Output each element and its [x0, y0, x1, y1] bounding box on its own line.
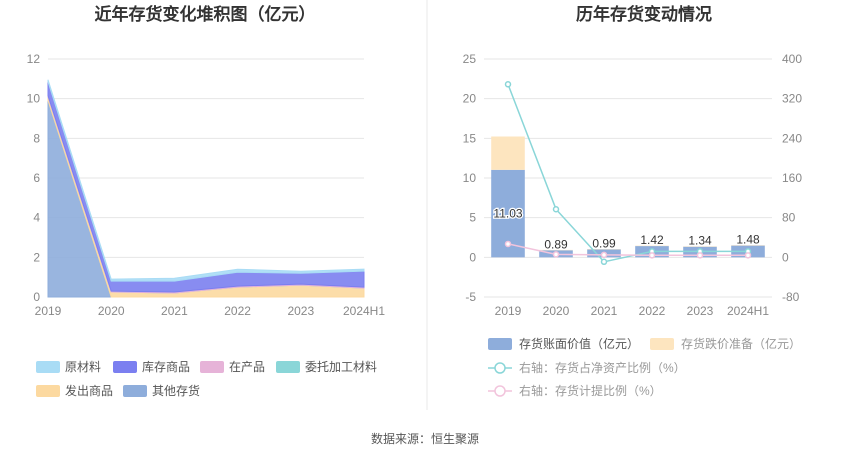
legend-swatch-发出商品 [36, 385, 60, 397]
left-y-tick-label: 8 [33, 131, 40, 145]
bar-value-label: 1.34 [688, 234, 712, 248]
legend-label-在产品: 在产品 [229, 360, 265, 374]
legend-label-其他存货: 其他存货 [152, 383, 200, 398]
right-x-tick-label: 2020 [543, 304, 570, 318]
bar-value-label: 1.42 [640, 233, 664, 247]
left-x-tick-label: 2021 [161, 304, 188, 318]
right-y2-tick-label: 400 [782, 52, 802, 66]
right-y2-tick-label: -80 [782, 290, 800, 304]
right-y-tick-label: -5 [465, 290, 476, 304]
bar-value-label: 0.89 [544, 237, 568, 251]
point-右轴：存货计提比例（%） [506, 241, 511, 246]
legend-swatch-原材料 [36, 361, 60, 373]
left-x-tick-label: 2019 [35, 304, 62, 318]
point-右轴：存货计提比例（%） [650, 253, 655, 258]
legend-swatch-其他存货 [123, 385, 147, 397]
point-右轴：存货计提比例（%） [698, 253, 703, 258]
right-x-tick-label: 2019 [495, 304, 522, 318]
left-y-tick-label: 12 [27, 52, 41, 66]
legend-swatch-在产品 [200, 361, 224, 373]
line-右轴：存货占净资产比例（%） [508, 84, 748, 261]
legend-swatch-库存商品 [113, 361, 137, 373]
right-y-tick-label: 25 [463, 52, 477, 66]
left-y-tick-label: 2 [33, 250, 40, 264]
right-y-tick-label: 15 [463, 131, 477, 145]
right-y-tick-label: 0 [469, 250, 476, 264]
legend-swatch-存货跌价准备（亿元） [650, 338, 674, 350]
right-y2-tick-label: 160 [782, 171, 802, 185]
legend-label-右轴：存货占净资产比例（%）: 右轴：存货占净资产比例（%） [519, 360, 686, 375]
left-y-tick-label: 4 [33, 211, 40, 225]
right-x-tick-label: 2022 [639, 304, 666, 318]
bar-value-label: 1.48 [736, 233, 760, 247]
legend-marker-右轴：存货占净资产比例（%） [495, 363, 505, 373]
point-右轴：存货占净资产比例（%） [554, 207, 559, 212]
left-y-tick-label: 10 [27, 92, 41, 106]
point-右轴：存货占净资产比例（%） [506, 82, 511, 87]
right-y-tick-label: 10 [463, 171, 477, 185]
legend-swatch-存货账面价值（亿元） [488, 338, 512, 350]
legend-label-委托加工材料: 委托加工材料 [305, 360, 377, 374]
area-series-其他存货 [48, 101, 364, 297]
right-chart-title: 历年存货变动情况 [576, 4, 712, 24]
legend-label-存货跌价准备（亿元）: 存货跌价准备（亿元） [681, 336, 801, 351]
point-右轴：存货占净资产比例（%） [602, 259, 607, 264]
legend-label-发出商品: 发出商品 [65, 383, 113, 398]
point-右轴：存货计提比例（%） [602, 252, 607, 257]
source-note: 数据来源：恒生聚源 [371, 431, 479, 446]
legend-label-库存商品: 库存商品 [142, 359, 190, 374]
legend-swatch-委托加工材料 [276, 361, 300, 373]
right-x-tick-label: 2021 [591, 304, 618, 318]
left-x-tick-label: 2022 [224, 304, 251, 318]
right-y-tick-label: 20 [463, 92, 477, 106]
right-x-tick-label: 2023 [687, 304, 714, 318]
left-chart: 0 2 4 6 8 10 12 2019 2020 2021 2022 2023 2024H1 [27, 52, 386, 318]
right-y2-tick-label: 80 [782, 211, 796, 225]
right-y2-tick-label: 0 [782, 250, 789, 264]
left-y-tick-label: 6 [33, 171, 40, 185]
right-chart: -5 0 5 10 15 20 25 -80 0 80 160 240 320 400 2019 2020 20… [463, 52, 803, 318]
right-y-tick-label: 5 [469, 211, 476, 225]
bar-value-label: 0.99 [592, 236, 616, 250]
left-x-tick-label: 2023 [287, 304, 314, 318]
right-legend: 存货账面价值（亿元） 存货跌价准备（亿元） 右轴：存货占净资产比例（%） 右轴：存货计… [488, 336, 801, 398]
right-y2-tick-label: 320 [782, 92, 802, 106]
point-右轴：存货计提比例（%） [746, 253, 751, 258]
left-x-tick-label: 2020 [98, 304, 125, 318]
legend-label-右轴：存货计提比例（%）: 右轴：存货计提比例（%） [519, 383, 662, 398]
bar-存货跌价准备（亿元） [491, 137, 525, 170]
legend-marker-右轴：存货计提比例（%） [495, 386, 505, 396]
legend-label-原材料: 原材料 [65, 360, 101, 374]
right-y2-tick-label: 240 [782, 131, 802, 145]
left-x-tick-label: 2024H1 [343, 304, 385, 318]
legend-label-存货账面价值（亿元）: 存货账面价值（亿元） [519, 336, 639, 351]
bar-value-label: 11.03 [493, 207, 522, 221]
right-x-tick-label: 2024H1 [727, 304, 769, 318]
left-y-tick-label: 0 [33, 290, 40, 304]
point-右轴：存货计提比例（%） [554, 252, 559, 257]
left-chart-title: 近年存货变化堆积图（亿元） [95, 4, 316, 24]
